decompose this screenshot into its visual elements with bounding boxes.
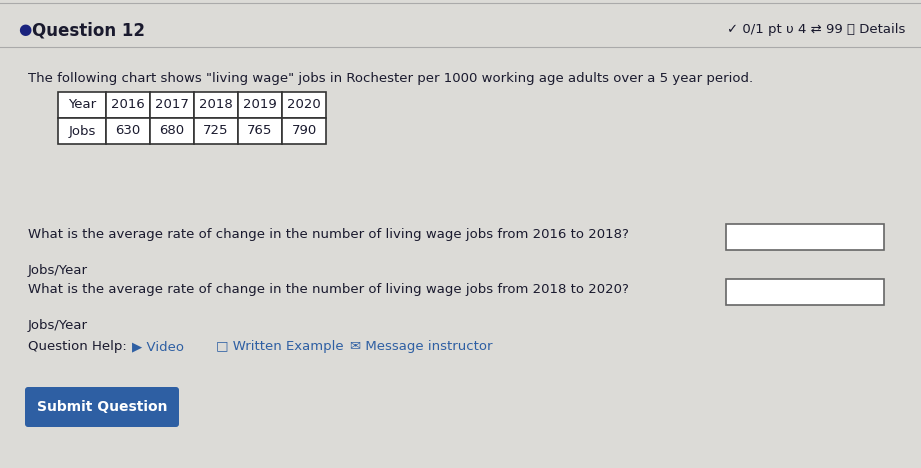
Text: ●: ● bbox=[18, 22, 31, 37]
Text: ✓ 0/1 pt υ 4 ⇄ 99 ⓘ Details: ✓ 0/1 pt υ 4 ⇄ 99 ⓘ Details bbox=[727, 23, 905, 37]
Text: 2017: 2017 bbox=[155, 98, 189, 111]
Text: ✉ Message instructor: ✉ Message instructor bbox=[350, 340, 493, 353]
FancyBboxPatch shape bbox=[25, 387, 179, 427]
Text: ▶ Video: ▶ Video bbox=[132, 340, 184, 353]
Text: Question 12: Question 12 bbox=[32, 21, 145, 39]
Text: 2018: 2018 bbox=[199, 98, 233, 111]
Bar bbox=[106, 92, 150, 118]
Bar bbox=[282, 92, 326, 118]
Bar bbox=[238, 118, 282, 144]
Text: Question Help:: Question Help: bbox=[28, 340, 127, 353]
Text: Jobs/Year: Jobs/Year bbox=[28, 319, 88, 332]
Text: 790: 790 bbox=[291, 124, 317, 138]
Text: 2019: 2019 bbox=[243, 98, 277, 111]
Text: Year: Year bbox=[68, 98, 96, 111]
Text: 630: 630 bbox=[115, 124, 141, 138]
Bar bbox=[106, 118, 150, 144]
Bar bbox=[150, 92, 194, 118]
Bar bbox=[726, 224, 884, 250]
Text: The following chart shows "living wage" jobs in Rochester per 1000 working age a: The following chart shows "living wage" … bbox=[28, 72, 753, 85]
Text: 680: 680 bbox=[159, 124, 184, 138]
Text: 2020: 2020 bbox=[287, 98, 321, 111]
Text: Submit Question: Submit Question bbox=[37, 400, 168, 414]
Bar bbox=[194, 118, 238, 144]
Bar bbox=[282, 118, 326, 144]
Bar bbox=[150, 118, 194, 144]
Text: What is the average rate of change in the number of living wage jobs from 2018 t: What is the average rate of change in th… bbox=[28, 283, 629, 296]
Text: Jobs/Year: Jobs/Year bbox=[28, 264, 88, 277]
Bar bbox=[194, 92, 238, 118]
Text: □ Written Example: □ Written Example bbox=[216, 340, 344, 353]
Text: Jobs: Jobs bbox=[68, 124, 96, 138]
Text: 765: 765 bbox=[248, 124, 273, 138]
Bar bbox=[238, 92, 282, 118]
Bar bbox=[58, 92, 106, 118]
Bar bbox=[58, 118, 106, 144]
Text: 2016: 2016 bbox=[111, 98, 145, 111]
Text: 725: 725 bbox=[204, 124, 228, 138]
Bar bbox=[726, 279, 884, 305]
Text: What is the average rate of change in the number of living wage jobs from 2016 t: What is the average rate of change in th… bbox=[28, 228, 629, 241]
